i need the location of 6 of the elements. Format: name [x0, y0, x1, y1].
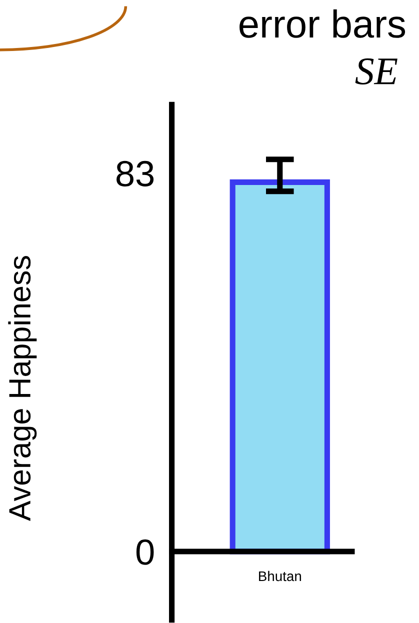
y-axis-title: Average Happiness — [8, 256, 37, 522]
chart-title: error bars — [240, 9, 406, 38]
x-tick-label: Bhutan — [259, 570, 301, 582]
y-tick-label: 0 — [136, 539, 154, 565]
text: SE — [355, 58, 398, 84]
y-tick-label: 83 — [116, 160, 154, 186]
